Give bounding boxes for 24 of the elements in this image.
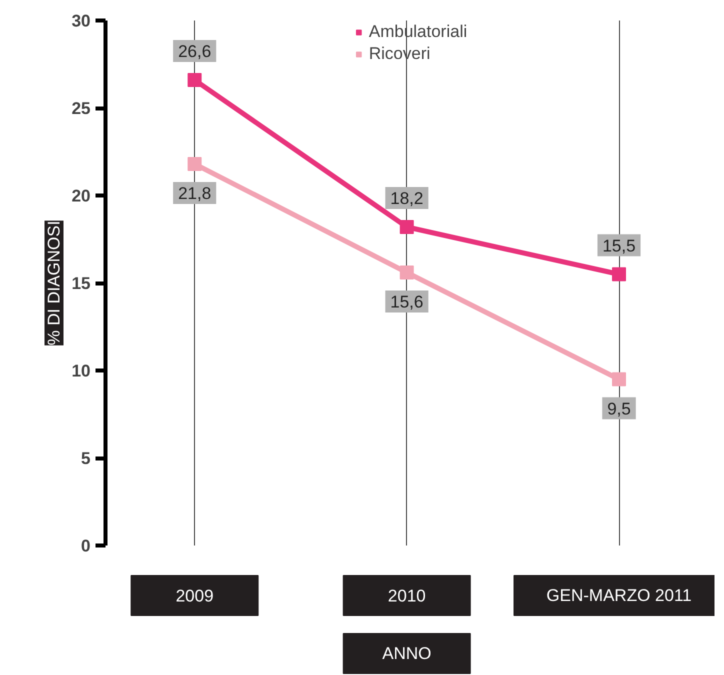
point: [400, 266, 414, 280]
y-tick-label: 25: [72, 99, 91, 118]
point: [612, 267, 626, 282]
point: [612, 372, 626, 386]
data-label: 21,8: [178, 184, 212, 203]
point: [188, 157, 202, 171]
point: [188, 73, 202, 87]
data-label: 18,2: [390, 189, 424, 208]
y-axis-title: % DI DIAGNOSI: [44, 220, 64, 346]
x-axis-title: ANNO: [382, 644, 432, 663]
data-label: 15,6: [390, 292, 424, 312]
data-label: 26,6: [178, 42, 212, 61]
y-tick-label: 15: [72, 274, 91, 293]
y-tick-label: 5: [81, 449, 91, 468]
y-tick-label: 30: [72, 12, 91, 30]
x-tick-label: 2010: [388, 586, 426, 606]
y-tick-label: 10: [72, 362, 91, 380]
y-tick-label: 0: [81, 536, 91, 556]
data-label: 15,5: [602, 236, 636, 256]
point: [400, 220, 414, 234]
x-tick-label: GEN-MARZO 2011: [546, 586, 692, 605]
x-tick-label: 2009: [176, 586, 214, 606]
data-label: 9,5: [607, 399, 631, 418]
y-tick-label: 20: [72, 186, 91, 206]
